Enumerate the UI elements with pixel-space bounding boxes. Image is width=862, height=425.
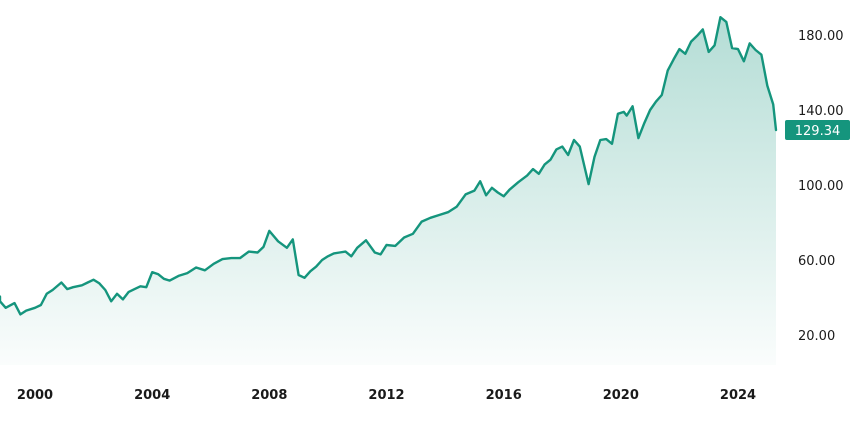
y-tick-label: 180.00 bbox=[798, 29, 844, 44]
price-line-layer bbox=[0, 16, 778, 316]
price-line bbox=[0, 16, 778, 316]
x-tick-label: 2012 bbox=[368, 388, 404, 403]
y-tick-label: 140.00 bbox=[798, 104, 844, 119]
x-tick-label: 2016 bbox=[486, 388, 522, 403]
y-tick-label: 20.00 bbox=[798, 329, 835, 344]
x-tick-label: 2000 bbox=[17, 388, 53, 403]
y-tick-label: 100.00 bbox=[798, 179, 844, 194]
area-fill-layer bbox=[0, 17, 776, 365]
x-axis: 2000 2004 2008 2012 2016 2020 2024 bbox=[17, 388, 756, 403]
y-tick-label: 60.00 bbox=[798, 254, 835, 269]
last-price-badge-bg bbox=[785, 120, 850, 140]
area-fill bbox=[0, 17, 776, 365]
last-price-badge: 129.34 bbox=[785, 120, 850, 140]
last-price-label: 129.34 bbox=[795, 124, 841, 139]
x-tick-label: 2020 bbox=[603, 388, 639, 403]
y-axis: 20.00 60.00 100.00 140.00 180.00 bbox=[798, 29, 844, 344]
x-tick-label: 2008 bbox=[251, 388, 287, 403]
x-tick-label: 2024 bbox=[720, 388, 756, 403]
x-tick-label: 2004 bbox=[134, 388, 170, 403]
